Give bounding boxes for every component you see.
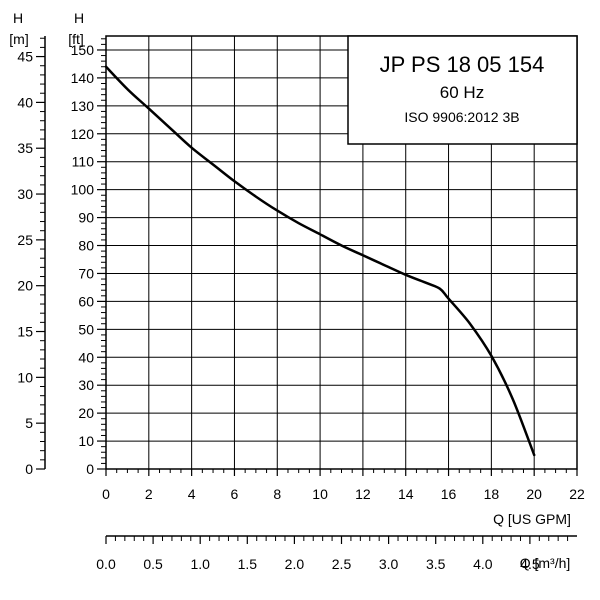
y-ft-tick-label: 120	[71, 126, 95, 142]
y-m-axis-unit: [m]	[9, 31, 28, 47]
y-m-axis-title: H	[13, 10, 23, 26]
x-tick-label: 6	[231, 486, 239, 502]
y-m-tick-label: 45	[17, 49, 33, 65]
title-frequency: 60 Hz	[440, 83, 484, 102]
title-standard: ISO 9906:2012 3B	[404, 109, 519, 125]
x-tick-label: 18	[484, 486, 500, 502]
y-m-tick-label: 20	[17, 278, 33, 294]
x2-tick-label: 2.0	[285, 556, 305, 572]
y-ft-tick-label: 40	[78, 349, 94, 365]
y-m-tick-label: 35	[17, 140, 33, 156]
y-ft-tick-label: 20	[78, 405, 94, 421]
x-axis-gpm: 0 2 4 6 8 10 12 14 16 18 20 22	[102, 469, 585, 502]
x2-tick-label: 3.5	[426, 556, 446, 572]
pump-curve-line	[104, 65, 536, 457]
y-ft-axis-title: H	[74, 10, 84, 26]
title-box: JP PS 18 05 154 60 Hz ISO 9906:2012 3B	[347, 35, 578, 145]
y-ft-tick-label: 100	[71, 182, 95, 198]
y-ft-tick-label: 0	[86, 461, 94, 477]
y-ft-tick-label: 150	[71, 42, 95, 58]
y-ft-tick-label: 80	[78, 238, 94, 254]
x-tick-label: 12	[355, 486, 371, 502]
y-m-tick-label: 15	[17, 324, 33, 340]
y-ft-tick-label: 140	[71, 70, 95, 86]
x2-tick-label: 1.0	[190, 556, 210, 572]
x-tick-label: 22	[569, 486, 585, 502]
x-tick-label: 16	[441, 486, 457, 502]
y-m-tick-label: 40	[17, 94, 33, 110]
y-m-tick-label: 0	[25, 461, 33, 477]
x-tick-label: 14	[398, 486, 414, 502]
x2-tick-label: 3.0	[379, 556, 399, 572]
x2-tick-label: 1.5	[238, 556, 258, 572]
y-axis-m: 0 5 10 15 20 25 30 35 40 45	[17, 36, 46, 477]
y-ft-tick-label: 130	[71, 98, 95, 114]
y-ft-tick-label: 10	[78, 433, 94, 449]
x2-axis-title: Q [m³/h]	[520, 555, 571, 571]
x-tick-label: 4	[188, 486, 196, 502]
y-ft-tick-label: 70	[78, 265, 94, 281]
y-ft-tick-label: 90	[78, 210, 94, 226]
x-tick-label: 0	[102, 486, 110, 502]
y-m-tick-label: 30	[17, 186, 33, 202]
x2-tick-label: 4.5	[520, 556, 540, 572]
plot-frame	[105, 35, 578, 470]
y-m-tick-label: 5	[25, 415, 33, 431]
x2-tick-label: 4.0	[473, 556, 493, 572]
y-ft-tick-label: 50	[78, 321, 94, 337]
title-model: JP PS 18 05 154	[380, 52, 545, 77]
x-tick-label: 2	[145, 486, 153, 502]
title-box-frame	[347, 35, 578, 145]
x2-tick-label: 0.5	[143, 556, 163, 572]
curve-layer	[104, 65, 536, 457]
x2-tick-label: 2.5	[332, 556, 352, 572]
y-ft-tick-label: 110	[72, 154, 95, 170]
y-ft-tick-label: 60	[78, 293, 94, 309]
y-axis-ft: 0 10 20 30 40 50 60 70 80 90 100 110 120 130 140 150	[71, 38, 106, 477]
x-axis-title: Q [US GPM]	[493, 511, 571, 527]
x-tick-label: 20	[526, 486, 542, 502]
y-m-tick-label: 10	[17, 369, 33, 385]
y-ft-axis-unit: [ft]	[68, 31, 84, 47]
y-m-tick-label: 25	[17, 232, 33, 248]
y-ft-tick-label: 30	[78, 377, 94, 393]
x-axis-m3h: 0.0 0.5 1.0 1.5 2.0 2.5 3.0 3.5 4.0 4.5	[96, 535, 577, 572]
x2-tick-label: 0.0	[96, 556, 116, 572]
x-tick-label: 10	[312, 486, 328, 502]
x-tick-label: 8	[273, 486, 281, 502]
